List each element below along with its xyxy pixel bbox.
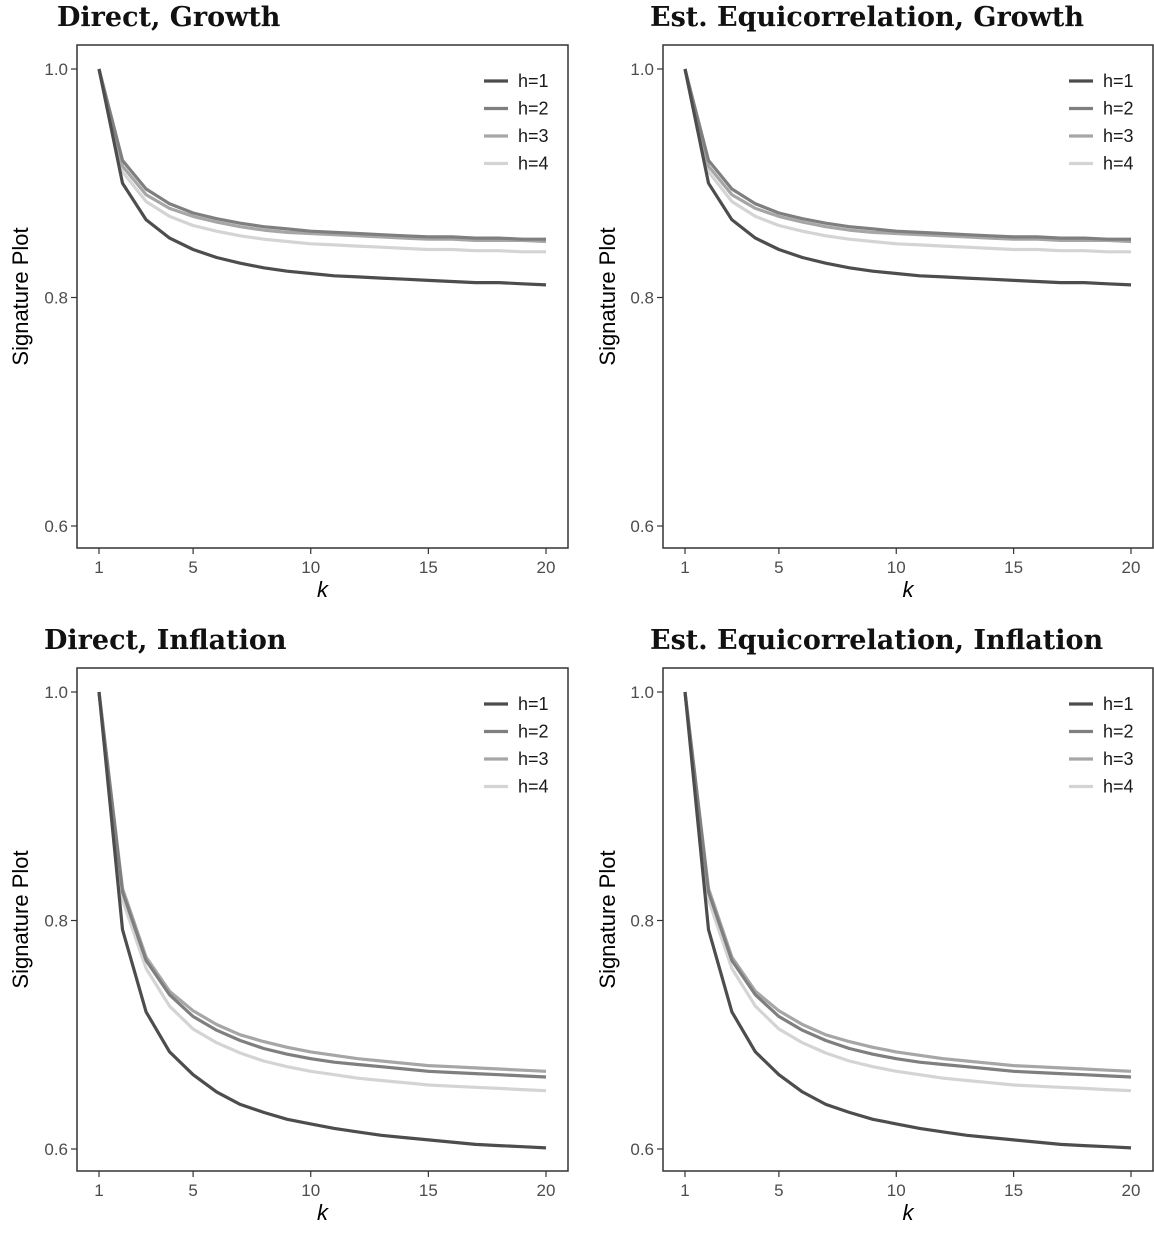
x-tick-label: 5 — [188, 1181, 197, 1200]
x-axis-title: k — [903, 1200, 915, 1225]
panel-title: Est. Equicorrelation, Growth — [650, 2, 1084, 33]
y-tick-label: 0.8 — [44, 912, 68, 931]
y-tick-label: 0.6 — [44, 517, 68, 536]
series-line-h2 — [97, 68, 546, 241]
series-line-h4 — [97, 68, 546, 254]
legend-label-h4: h=4 — [1103, 154, 1134, 174]
x-tick-label: 10 — [887, 558, 906, 577]
legend-label-h4: h=4 — [1103, 777, 1134, 797]
y-tick-label: 1.0 — [630, 683, 654, 702]
y-tick-label: 0.8 — [630, 289, 654, 308]
series-line-h2 — [97, 691, 547, 1079]
legend-label-h4: h=4 — [518, 154, 549, 174]
panel-border — [662, 44, 1154, 549]
x-tick-label: 1 — [680, 1181, 689, 1200]
panel-border — [76, 44, 569, 549]
x-tick-label: 15 — [419, 1181, 438, 1200]
panel-4: Est. Equicorrelation, Inflation 0.6 0.8 1.0… — [595, 625, 1154, 1225]
legend-label-h2: h=2 — [1103, 722, 1134, 742]
x-axis-title: k — [317, 577, 329, 602]
x-tick-label: 20 — [1122, 558, 1141, 577]
x-tick-label: 20 — [537, 1181, 556, 1200]
series-line-h3 — [683, 68, 1132, 244]
x-tick-label: 15 — [1004, 1181, 1023, 1200]
y-tick-label: 0.6 — [630, 1140, 654, 1159]
y-axis-title: Signature Plot — [595, 227, 620, 365]
legend-label-h2: h=2 — [518, 722, 549, 742]
series-line-h3 — [683, 691, 1132, 1073]
y-axis-title: Signature Plot — [8, 227, 33, 365]
x-tick-label: 5 — [774, 558, 783, 577]
legend-label-h1: h=1 — [518, 694, 549, 714]
series-line-h1 — [683, 68, 1132, 287]
legend-label-h1: h=1 — [518, 71, 549, 91]
x-tick-label: 1 — [680, 558, 689, 577]
y-tick-label: 0.8 — [630, 912, 654, 931]
panel-border — [662, 667, 1154, 1172]
series-line-h1 — [97, 691, 547, 1150]
series-line-h3 — [97, 691, 547, 1073]
x-axis-title: k — [903, 577, 915, 602]
x-tick-label: 10 — [301, 1181, 320, 1200]
y-tick-label: 1.0 — [44, 60, 68, 79]
series-line-h2 — [683, 68, 1131, 241]
series-line-h1 — [683, 691, 1132, 1150]
series-line-h4 — [683, 691, 1132, 1093]
legend-label-h1: h=1 — [1103, 71, 1134, 91]
x-tick-label: 1 — [94, 1181, 103, 1200]
y-axis-title: Signature Plot — [595, 850, 620, 988]
panel-title: Direct, Growth — [57, 2, 281, 33]
y-tick-label: 1.0 — [630, 60, 654, 79]
x-axis-title: k — [317, 1200, 329, 1225]
series-line-h3 — [97, 68, 547, 244]
x-tick-label: 20 — [1122, 1181, 1141, 1200]
x-tick-label: 15 — [1004, 558, 1023, 577]
legend-label-h3: h=3 — [1103, 749, 1134, 769]
legend-label-h3: h=3 — [518, 749, 549, 769]
x-tick-label: 5 — [774, 1181, 783, 1200]
legend-label-h4: h=4 — [518, 777, 549, 797]
x-tick-label: 1 — [94, 558, 103, 577]
y-tick-label: 1.0 — [44, 683, 68, 702]
y-axis-title: Signature Plot — [8, 850, 33, 988]
panel-title: Est. Equicorrelation, Inflation — [650, 625, 1104, 656]
y-tick-label: 0.6 — [44, 1140, 68, 1159]
legend-label-h2: h=2 — [518, 99, 549, 119]
x-tick-label: 20 — [537, 558, 556, 577]
panel-border — [76, 667, 569, 1172]
y-tick-label: 0.8 — [44, 289, 68, 308]
x-tick-label: 5 — [188, 558, 197, 577]
series-line-h4 — [97, 691, 547, 1093]
series-line-h1 — [97, 68, 547, 287]
y-tick-label: 0.6 — [630, 517, 654, 536]
series-line-h4 — [683, 68, 1131, 254]
legend-label-h1: h=1 — [1103, 694, 1134, 714]
legend-label-h2: h=2 — [1103, 99, 1134, 119]
legend-label-h3: h=3 — [518, 126, 549, 146]
series-line-h2 — [683, 691, 1132, 1079]
panel-title: Direct, Inflation — [44, 625, 287, 656]
legend-label-h3: h=3 — [1103, 126, 1134, 146]
x-tick-label: 10 — [887, 1181, 906, 1200]
x-tick-label: 10 — [301, 558, 320, 577]
x-tick-label: 15 — [419, 558, 438, 577]
